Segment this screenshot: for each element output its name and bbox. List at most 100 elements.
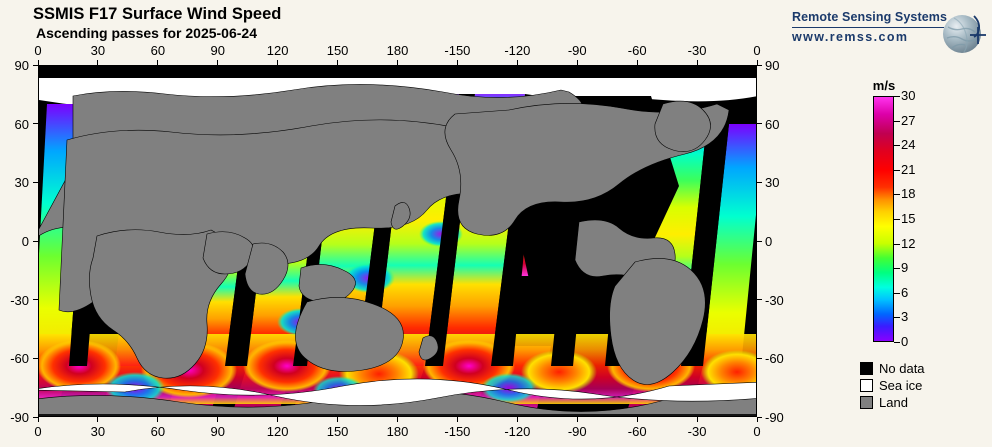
x-axis-label: 30 [90, 43, 106, 58]
y-axis-label: -60 [10, 351, 29, 367]
colorbar-tick-label: 24 [901, 137, 916, 153]
y-axis-tick [33, 240, 38, 242]
x-axis-tick [337, 60, 339, 65]
y-axis-tick [757, 64, 762, 66]
x-axis-label: 0 [753, 43, 761, 58]
y-axis-tick [33, 64, 38, 66]
x-axis-tick [696, 417, 698, 422]
y-axis-label: 90 [14, 58, 29, 73]
colorbar-tick [894, 219, 900, 220]
x-axis-tick [576, 60, 578, 65]
logo-divider [792, 27, 944, 28]
y-axis-tick [757, 357, 762, 359]
page-subtitle: Ascending passes for 2025-06-24 [36, 25, 257, 41]
colorbar-tick-label: 0 [901, 334, 909, 349]
colorbar-tick [894, 145, 900, 147]
legend-item: No data [860, 360, 925, 376]
y-axis-label: -90 [765, 410, 784, 425]
x-axis-tick [456, 417, 458, 422]
legend-item: Land [860, 394, 925, 410]
x-axis-label: -150 [444, 43, 471, 58]
x-axis-label: -30 [687, 424, 707, 439]
x-axis-label: 30 [90, 424, 106, 439]
colorbar-tick-label: 27 [901, 112, 916, 128]
x-axis-label: 150 [326, 424, 349, 439]
legend-swatch [860, 395, 873, 409]
y-axis-tick [33, 181, 38, 183]
x-axis-label: 0 [753, 424, 761, 439]
title-block: SSMIS F17 Surface Wind Speed Ascending p… [33, 4, 281, 42]
x-axis-tick [217, 60, 219, 65]
x-axis-tick [756, 60, 758, 65]
colorbar-tick-label: 21 [901, 161, 916, 177]
colorbar-tick [894, 169, 900, 171]
x-axis-tick [516, 417, 518, 422]
y-axis-label: -30 [10, 292, 29, 308]
x-axis-label: 180 [386, 424, 409, 439]
logo-website: www.remss.com [792, 30, 909, 44]
x-axis-label: 150 [326, 43, 349, 58]
y-axis-tick [757, 240, 762, 242]
x-axis-label: 120 [266, 43, 289, 58]
x-axis-tick [277, 417, 279, 422]
x-axis-label: 120 [266, 424, 289, 439]
y-axis-tick [33, 416, 38, 418]
y-axis-label: 60 [14, 116, 29, 132]
legend-swatch [860, 361, 873, 375]
x-axis-label: 90 [210, 43, 225, 58]
x-axis-label: 60 [150, 43, 166, 58]
y-axis-label: 30 [765, 175, 780, 191]
colorbar-unit-label: m/s [872, 78, 896, 93]
x-axis-tick [756, 417, 758, 422]
wind-speed-map[interactable] [38, 65, 757, 417]
colorbar-tick [894, 96, 900, 97]
x-axis-tick [397, 60, 398, 65]
colorbar-tick-label: 15 [901, 211, 916, 226]
y-axis-tick [757, 123, 762, 125]
colorbar-gradient[interactable] [873, 96, 894, 342]
legend-label: Land [879, 394, 908, 410]
y-axis-tick [757, 299, 762, 301]
y-axis-tick [33, 123, 38, 125]
colorbar-tick [894, 317, 900, 319]
legend-label: Sea ice [879, 377, 923, 393]
colorbar-tick [894, 243, 900, 245]
x-axis-tick [516, 60, 518, 65]
colorbar-tick-label: 18 [901, 186, 916, 202]
colorbar-tick-label: 9 [901, 260, 909, 276]
y-axis-label: -90 [10, 410, 29, 425]
logo-company-name: Remote Sensing Systems [792, 10, 948, 24]
x-axis-label: -90 [567, 43, 587, 58]
x-axis-label: 90 [210, 424, 225, 439]
x-axis-tick [456, 60, 458, 65]
x-axis-tick [636, 417, 638, 422]
y-axis-label: 0 [21, 234, 29, 249]
y-axis-label: -60 [765, 351, 784, 367]
legend-item: Sea ice [860, 377, 925, 393]
x-axis-tick [217, 417, 219, 422]
logo-text: Remote Sensing Systems www.remss.com [792, 10, 948, 45]
map-canvas [39, 66, 756, 416]
x-axis-tick [576, 417, 578, 422]
legend-swatch [860, 378, 873, 392]
x-axis-label: 60 [150, 424, 166, 439]
x-axis-tick [157, 417, 159, 422]
y-axis-tick [33, 357, 38, 359]
x-axis-label: -120 [504, 424, 531, 439]
colorbar-tick-label: 6 [901, 284, 909, 300]
x-axis-tick [97, 417, 99, 422]
colorbar-tick [894, 194, 900, 196]
colorbar-tick [894, 292, 900, 294]
globe-icon [943, 15, 986, 53]
y-axis-tick [757, 416, 762, 418]
colorbar-tick [894, 342, 900, 343]
x-axis-tick [696, 60, 698, 65]
colorbar-tick-label: 3 [901, 309, 909, 325]
x-axis-tick [397, 417, 398, 422]
y-axis-label: -30 [765, 292, 784, 308]
x-axis-label: 0 [34, 43, 42, 58]
x-axis-tick [37, 417, 39, 422]
x-axis-label: -150 [444, 424, 471, 439]
remss-logo[interactable]: Remote Sensing Systems www.remss.com [792, 10, 986, 60]
x-axis-label: -60 [627, 424, 647, 439]
